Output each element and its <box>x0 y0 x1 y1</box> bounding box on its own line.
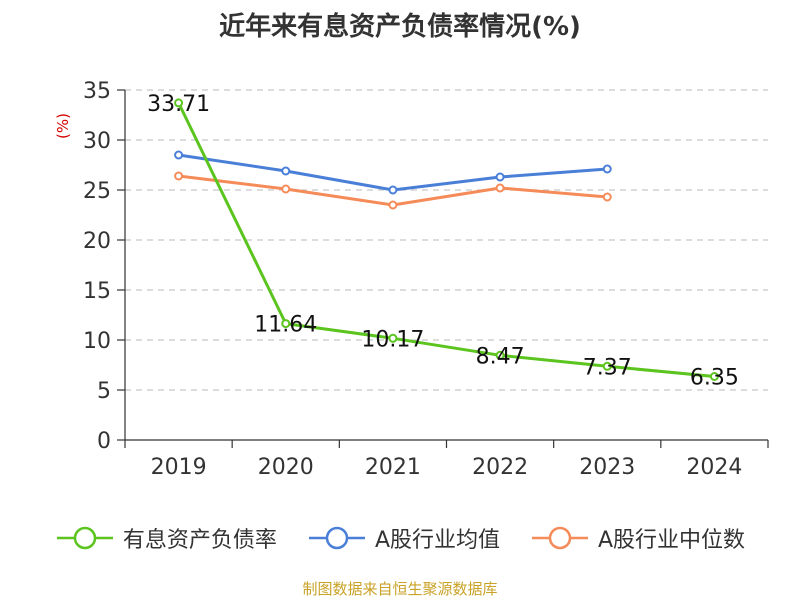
y-tick-label: 5 <box>97 379 111 404</box>
data-point <box>281 166 291 176</box>
legend-label: A股行业均值 <box>374 528 500 553</box>
data-point <box>602 164 612 174</box>
x-tick-label: 2021 <box>365 455 421 480</box>
y-tick-label: 25 <box>83 179 111 204</box>
legend-label: A股行业中位数 <box>598 528 746 553</box>
data-point <box>709 372 719 381</box>
legend-label: 有息资产负债率 <box>122 528 277 553</box>
legend-line-marker-blue <box>308 526 365 550</box>
chart-title: 近年来有息资产负债率情况(%) <box>219 12 581 42</box>
legend-item-interest-bearing-debt-ratio[interactable]: 有息资产负债率 <box>55 522 277 554</box>
x-tick-label: 2024 <box>686 455 742 480</box>
legend-item-industry-median[interactable]: A股行业中位数 <box>530 522 745 554</box>
data-label: 6.35 <box>690 366 739 391</box>
series-line <box>177 102 715 378</box>
y-tick-label: 30 <box>83 129 111 154</box>
data-point <box>388 185 398 195</box>
source-note: 制图数据来自恒生聚源数据库 <box>302 580 498 598</box>
y-tick-label: 0 <box>97 429 111 454</box>
data-point <box>281 184 291 194</box>
y-axis-unit-label: (%) <box>54 113 72 139</box>
legend-line-marker-orange <box>532 526 588 550</box>
legend: 有息资产负债率 A股行业均值 A股行业中位数 <box>0 522 800 554</box>
data-point <box>602 192 612 202</box>
data-point <box>174 171 184 181</box>
y-tick-label: 20 <box>83 229 111 254</box>
data-point <box>174 150 184 160</box>
data-point <box>495 172 505 182</box>
data-label: 10.17 <box>361 327 424 352</box>
data-label: 33.71 <box>147 92 210 117</box>
legend-line-marker-green <box>56 526 113 550</box>
axes: 0 5 10 15 20 25 30 35 2019 2020 2021 2022 2023 2024 <box>83 79 769 480</box>
data-label: 8.47 <box>476 344 525 369</box>
data-point <box>174 98 184 108</box>
data-point <box>602 361 612 371</box>
gridlines <box>125 89 768 391</box>
series-layer <box>174 98 719 381</box>
data-point <box>495 350 505 360</box>
y-tick-label: 10 <box>83 329 111 354</box>
data-point <box>388 200 398 210</box>
x-tick-label: 2022 <box>472 455 528 480</box>
x-tick-label: 2023 <box>579 455 635 480</box>
data-label: 7.37 <box>583 355 632 380</box>
data-point <box>388 333 398 343</box>
x-tick-label: 2019 <box>151 455 207 480</box>
data-labels: 33.71 11.64 10.17 8.47 7.37 6.35 <box>147 92 739 391</box>
data-point <box>495 183 505 193</box>
data-label: 11.64 <box>254 313 317 338</box>
legend-item-industry-average[interactable]: A股行业均值 <box>307 522 500 554</box>
data-point <box>281 319 291 329</box>
y-tick-label: 15 <box>83 279 111 304</box>
y-tick-label: 35 <box>83 79 111 104</box>
x-tick-label: 2020 <box>258 455 314 480</box>
